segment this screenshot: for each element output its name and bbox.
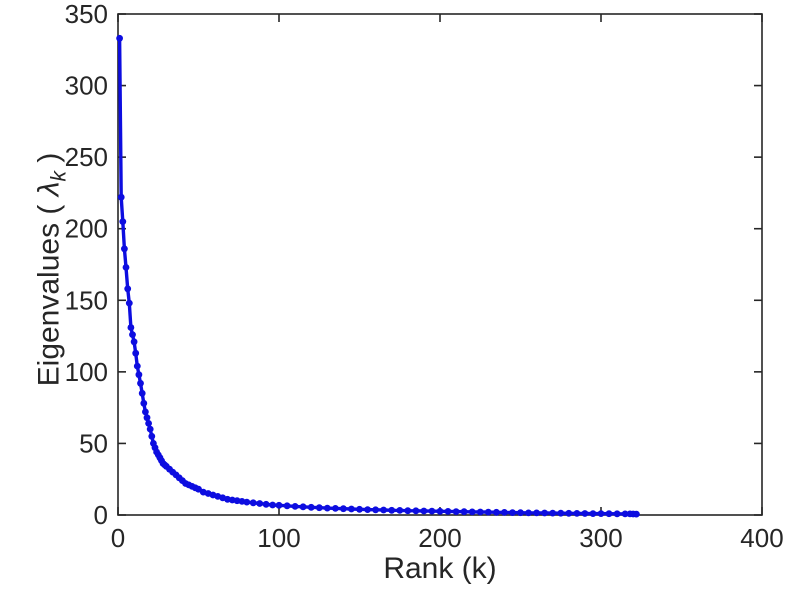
data-marker xyxy=(125,299,133,307)
data-marker xyxy=(573,510,581,517)
y-tick-label: 150 xyxy=(65,285,108,315)
data-marker xyxy=(444,508,452,515)
data-marker xyxy=(388,506,396,514)
data-marker xyxy=(525,509,532,517)
data-marker xyxy=(420,507,428,515)
data-marker xyxy=(428,507,436,515)
data-marker xyxy=(493,508,500,516)
data-marker xyxy=(291,503,299,510)
data-marker xyxy=(140,399,148,407)
data-marker xyxy=(129,331,136,338)
x-tick-label: 300 xyxy=(579,523,622,553)
data-marker xyxy=(249,499,257,507)
data-marker xyxy=(138,389,146,397)
data-marker xyxy=(262,500,270,508)
data-marker xyxy=(283,502,291,510)
data-marker xyxy=(121,245,128,253)
data-marker xyxy=(135,371,143,379)
data-marker xyxy=(549,509,557,517)
data-marker xyxy=(541,509,548,517)
data-marker xyxy=(557,509,565,517)
data-marker xyxy=(315,504,323,512)
data-marker xyxy=(517,509,524,517)
data-marker xyxy=(501,509,508,516)
data-marker xyxy=(605,510,613,518)
data-marker xyxy=(589,510,597,517)
data-marker xyxy=(133,362,141,370)
data-marker xyxy=(372,506,379,514)
data-marker xyxy=(412,507,420,515)
y-tick-label: 0 xyxy=(94,500,108,530)
data-marker xyxy=(256,500,264,507)
data-marker xyxy=(143,414,151,422)
data-marker xyxy=(633,510,640,518)
data-marker xyxy=(484,508,492,516)
y-axis-label: Eigenvalues ( λk ) xyxy=(33,110,72,430)
y-tick-label: 300 xyxy=(65,71,108,101)
data-marker xyxy=(243,498,251,506)
data-marker xyxy=(127,324,135,331)
y-axis-label-prefix: Eigenvalues ( xyxy=(32,196,66,387)
data-marker xyxy=(396,507,404,514)
data-marker xyxy=(137,379,144,387)
data-marker xyxy=(117,193,125,201)
data-marker xyxy=(323,504,331,512)
plot-box xyxy=(117,13,763,516)
data-marker xyxy=(142,408,149,416)
data-marker xyxy=(436,507,444,515)
data-marker xyxy=(122,264,130,271)
data-marker xyxy=(132,349,140,357)
data-marker xyxy=(356,505,363,513)
x-tick-label: 0 xyxy=(111,523,125,553)
data-marker xyxy=(509,509,516,516)
data-marker xyxy=(130,338,138,346)
data-marker xyxy=(116,34,123,42)
data-marker xyxy=(621,510,629,518)
data-marker xyxy=(348,505,355,513)
x-tick-label: 100 xyxy=(257,523,300,553)
data-marker xyxy=(452,508,460,515)
y-tick-label: 350 xyxy=(65,0,108,29)
data-marker xyxy=(581,510,589,517)
y-tick-label: 50 xyxy=(79,428,108,458)
x-axis-label: Rank (k) xyxy=(383,552,497,585)
data-marker xyxy=(299,503,307,511)
data-marker xyxy=(597,510,605,517)
data-marker xyxy=(476,508,484,516)
data-marker xyxy=(146,425,154,433)
data-marker xyxy=(468,508,476,516)
data-line xyxy=(117,36,639,516)
data-marker xyxy=(275,501,283,509)
y-axis-label-suffix: ) xyxy=(32,152,66,171)
y-tick-label: 200 xyxy=(65,214,108,244)
data-marker xyxy=(269,501,276,509)
data-marker xyxy=(148,432,156,440)
data-marker xyxy=(380,506,387,514)
data-marker xyxy=(340,505,347,513)
lambda-symbol: λ xyxy=(32,181,66,197)
x-tick-label: 400 xyxy=(740,523,783,553)
data-marker xyxy=(119,218,127,226)
data-marker xyxy=(307,503,315,511)
y-tick-label: 100 xyxy=(65,357,108,387)
data-marker xyxy=(145,420,153,427)
data-marker xyxy=(364,506,371,513)
data-marker xyxy=(565,509,573,517)
data-marker xyxy=(404,507,412,515)
data-marker xyxy=(613,510,621,518)
data-marker xyxy=(124,285,132,293)
data-marker xyxy=(460,508,468,516)
data-marker xyxy=(332,505,339,512)
data-marker xyxy=(533,509,540,517)
y-tick-label: 250 xyxy=(65,142,108,172)
x-tick-label: 200 xyxy=(418,523,461,553)
lambda-subscript: k xyxy=(47,170,71,182)
